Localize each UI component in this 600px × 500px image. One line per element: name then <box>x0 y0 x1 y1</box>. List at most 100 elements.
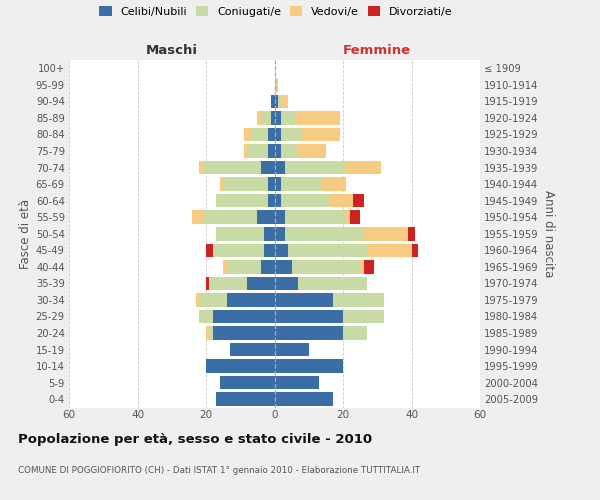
Bar <box>285 227 364 240</box>
Bar <box>346 210 350 224</box>
Bar <box>213 244 264 257</box>
Bar <box>216 392 275 406</box>
Bar <box>343 326 367 340</box>
Bar <box>281 111 295 124</box>
Bar <box>261 161 275 174</box>
Bar <box>285 210 346 224</box>
Bar <box>220 178 223 191</box>
Bar <box>278 94 281 108</box>
Bar <box>230 343 275 356</box>
Bar <box>213 310 275 324</box>
Bar <box>220 376 275 390</box>
Text: Popolazione per età, sesso e stato civile - 2010: Popolazione per età, sesso e stato civil… <box>18 432 372 446</box>
Bar <box>271 111 275 124</box>
Bar <box>275 293 333 306</box>
Bar <box>206 276 209 290</box>
Bar <box>199 293 227 306</box>
Bar <box>206 360 275 373</box>
Bar <box>227 260 261 274</box>
Bar <box>275 144 281 158</box>
Bar <box>322 178 346 191</box>
Bar <box>257 111 261 124</box>
Bar <box>216 227 264 240</box>
Bar <box>275 178 281 191</box>
Bar <box>271 94 275 108</box>
Bar <box>275 392 333 406</box>
Bar <box>264 244 275 257</box>
Bar <box>360 260 364 274</box>
Bar <box>275 310 343 324</box>
Bar <box>192 210 203 224</box>
Bar <box>281 128 302 141</box>
Bar <box>209 326 213 340</box>
Bar <box>343 310 384 324</box>
Bar <box>275 161 285 174</box>
Bar <box>281 194 329 207</box>
Bar <box>206 326 209 340</box>
Y-axis label: Fasce di età: Fasce di età <box>19 198 32 269</box>
Bar <box>275 227 285 240</box>
Y-axis label: Anni di nascita: Anni di nascita <box>542 190 556 278</box>
Bar <box>275 326 343 340</box>
Bar <box>257 210 275 224</box>
Bar <box>281 178 322 191</box>
Bar <box>199 310 213 324</box>
Bar <box>275 210 285 224</box>
Bar <box>244 144 247 158</box>
Bar <box>247 276 275 290</box>
Bar <box>268 178 275 191</box>
Bar <box>275 276 298 290</box>
Bar <box>227 293 275 306</box>
Bar <box>298 144 326 158</box>
Bar <box>275 343 309 356</box>
Bar <box>275 194 281 207</box>
Bar <box>275 376 319 390</box>
Bar <box>275 244 288 257</box>
Bar <box>346 161 380 174</box>
Bar <box>268 128 275 141</box>
Bar <box>275 111 281 124</box>
Bar <box>203 161 261 174</box>
Bar <box>292 260 360 274</box>
Bar <box>223 260 227 274</box>
Bar <box>350 210 360 224</box>
Bar <box>298 276 367 290</box>
Bar <box>203 210 257 224</box>
Bar <box>275 94 278 108</box>
Text: Maschi: Maschi <box>146 44 198 57</box>
Bar <box>261 111 271 124</box>
Bar <box>268 194 275 207</box>
Legend: Celibi/Nubili, Coniugati/e, Vedovi/e, Divorziati/e: Celibi/Nubili, Coniugati/e, Vedovi/e, Di… <box>96 3 456 20</box>
Text: COMUNE DI POGGIOFIORITO (CH) - Dati ISTAT 1° gennaio 2010 - Elaborazione TUTTITA: COMUNE DI POGGIOFIORITO (CH) - Dati ISTA… <box>18 466 420 475</box>
Bar <box>288 244 367 257</box>
Bar <box>408 227 415 240</box>
Bar <box>275 360 343 373</box>
Bar <box>247 144 268 158</box>
Bar <box>275 78 278 92</box>
Bar <box>216 194 268 207</box>
Bar <box>285 161 346 174</box>
Bar <box>209 276 247 290</box>
Bar <box>213 326 275 340</box>
Bar <box>264 227 275 240</box>
Bar <box>364 227 408 240</box>
Bar <box>196 293 199 306</box>
Bar <box>223 178 268 191</box>
Bar <box>333 293 384 306</box>
Bar <box>329 194 353 207</box>
Bar <box>251 128 268 141</box>
Bar <box>206 244 213 257</box>
Text: Femmine: Femmine <box>343 44 412 57</box>
Bar <box>302 128 340 141</box>
Bar <box>261 260 275 274</box>
Bar <box>412 244 418 257</box>
Bar <box>295 111 340 124</box>
Bar <box>244 128 251 141</box>
Bar <box>367 244 412 257</box>
Bar <box>268 144 275 158</box>
Bar <box>281 94 288 108</box>
Bar <box>199 161 203 174</box>
Bar <box>275 260 292 274</box>
Bar <box>364 260 374 274</box>
Bar <box>275 128 281 141</box>
